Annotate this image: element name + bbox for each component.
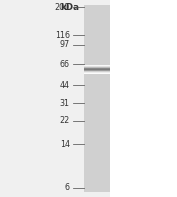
Text: 97: 97 [60, 40, 70, 49]
Text: 200: 200 [55, 3, 70, 12]
Bar [84, 5, 110, 192]
Bar [84, 71, 110, 72]
Bar [84, 70, 110, 71]
Text: kDa: kDa [60, 3, 79, 12]
Bar [84, 66, 110, 67]
Bar [84, 68, 110, 69]
Bar [84, 69, 110, 70]
Text: 44: 44 [60, 81, 70, 90]
Text: 22: 22 [60, 116, 70, 125]
Text: 31: 31 [60, 99, 70, 108]
Bar [84, 65, 110, 66]
Text: 6: 6 [65, 183, 70, 192]
Bar [110, 0, 177, 197]
Bar [84, 72, 110, 73]
Text: 66: 66 [60, 60, 70, 69]
Bar [84, 73, 110, 74]
Text: 14: 14 [60, 139, 70, 149]
Text: 116: 116 [55, 31, 70, 40]
Bar [84, 67, 110, 68]
